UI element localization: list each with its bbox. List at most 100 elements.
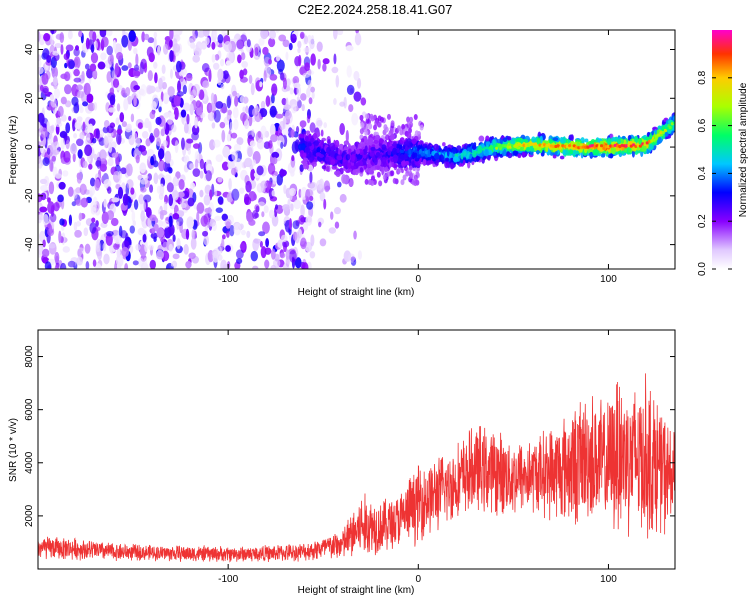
heatmap-cell <box>63 150 71 163</box>
heatmap-cell <box>154 72 158 84</box>
heatmap-ridge-cell <box>559 136 564 144</box>
heatmap-cell <box>75 45 80 51</box>
heatmap-cell <box>383 124 388 131</box>
heatmap-cell <box>127 95 133 105</box>
heatmap-cell <box>290 129 295 138</box>
heatmap-cell <box>401 123 406 130</box>
heatmap-cell <box>235 249 244 259</box>
heatmap-cell <box>186 216 194 229</box>
heatmap-ridge-cell <box>330 159 336 166</box>
heatmap-cell <box>268 209 275 219</box>
heatmap-cell <box>274 253 280 262</box>
heatmap-ridge-core <box>645 141 649 145</box>
heatmap-cell <box>202 230 209 237</box>
heatmap-cell <box>138 194 145 205</box>
heatmap-cell <box>109 54 114 63</box>
heatmap-cell <box>304 62 310 72</box>
heatmap-cell <box>135 53 139 67</box>
heatmap-ridge-core <box>495 146 499 150</box>
heatmap-cell <box>76 90 85 99</box>
heatmap-ridge-cell <box>465 159 469 164</box>
colorbar-tick-label-3: 0.6 <box>697 118 708 132</box>
heatmap-cell <box>328 227 337 234</box>
heatmap-cell <box>107 186 112 194</box>
heatmap-cell <box>68 60 75 69</box>
heatmap-cell <box>264 247 272 255</box>
heatmap-ridge-cell <box>415 161 421 166</box>
heatmap-cell <box>132 220 136 227</box>
heatmap-cell <box>331 66 339 74</box>
heatmap-cell <box>42 214 49 226</box>
heatmap-ridge-core <box>520 143 524 148</box>
heatmap-cell <box>89 222 97 234</box>
heatmap-cell <box>279 120 286 131</box>
heatmap-cell <box>42 239 46 248</box>
heatmap-ridge-cell <box>444 145 448 152</box>
heatmap-ridge-cell <box>588 152 594 157</box>
heatmap-ridge-cell <box>433 143 440 151</box>
heatmap-cell <box>239 69 244 80</box>
heatmap-cell <box>222 70 229 80</box>
spectrogram-xtick-label-2: 100 <box>600 274 617 285</box>
heatmap-cell <box>413 174 418 181</box>
heatmap-ridge-cell <box>359 140 366 147</box>
heatmap-cell <box>98 129 105 138</box>
heatmap-cell <box>171 124 177 133</box>
heatmap-ridge-cell <box>309 137 315 143</box>
heatmap-cell <box>303 35 309 45</box>
heatmap-cell <box>211 122 216 129</box>
heatmap-cell <box>187 38 195 47</box>
heatmap-cell <box>269 105 277 118</box>
heatmap-cell <box>97 61 106 70</box>
heatmap-cell <box>213 109 221 123</box>
heatmap-cell <box>333 53 337 65</box>
heatmap-cell <box>310 53 316 66</box>
heatmap-cell <box>286 78 291 87</box>
colorbar-label: Normalized spectral amplitude <box>738 82 749 217</box>
heatmap-cell <box>353 70 360 81</box>
heatmap-cell <box>225 60 231 66</box>
heatmap-cell <box>292 76 300 85</box>
heatmap-cell <box>162 139 168 147</box>
heatmap-ridge-cell <box>305 130 311 135</box>
heatmap-cell <box>356 77 362 89</box>
heatmap-cell <box>333 207 341 215</box>
heatmap-cell <box>113 242 120 250</box>
heatmap-cell <box>164 111 172 118</box>
heatmap-cell <box>77 248 82 258</box>
heatmap-ridge-cell <box>651 130 654 136</box>
heatmap-cell <box>232 106 239 119</box>
heatmap-cell <box>159 183 165 197</box>
heatmap-ridge-cell <box>610 147 617 155</box>
heatmap-cell <box>414 130 419 137</box>
heatmap-ridge-cell <box>414 157 420 162</box>
heatmap-cell <box>127 62 132 69</box>
heatmap-cell <box>106 45 114 56</box>
heatmap-ridge-cell <box>391 147 397 156</box>
heatmap-cell <box>56 117 62 125</box>
heatmap-cell <box>93 153 98 161</box>
heatmap-cell <box>95 220 99 227</box>
heatmap-cell <box>172 253 180 260</box>
heatmap-cell <box>156 137 162 147</box>
heatmap-cell <box>158 159 165 172</box>
heatmap-ridge-cell <box>314 140 320 147</box>
heatmap-cell <box>143 257 148 268</box>
heatmap-cell <box>288 218 292 230</box>
heatmap-cell <box>91 217 96 223</box>
heatmap-cell <box>218 199 224 206</box>
heatmap-cell <box>148 244 154 251</box>
heatmap-cell <box>60 44 64 55</box>
heatmap-ridge-cell <box>300 144 306 150</box>
heatmap-cell <box>102 172 109 185</box>
heatmap-ridge-cell <box>363 165 367 169</box>
heatmap-cell <box>258 231 266 237</box>
heatmap-cell <box>52 50 60 56</box>
heatmap-cell <box>215 207 224 213</box>
heatmap-cell <box>322 63 327 72</box>
snr-ytick-label-1: 4000 <box>24 451 35 474</box>
heatmap-cell <box>279 252 286 259</box>
heatmap-cell <box>336 30 344 36</box>
heatmap-cell <box>298 214 305 225</box>
heatmap-ridge-cell <box>631 150 635 158</box>
